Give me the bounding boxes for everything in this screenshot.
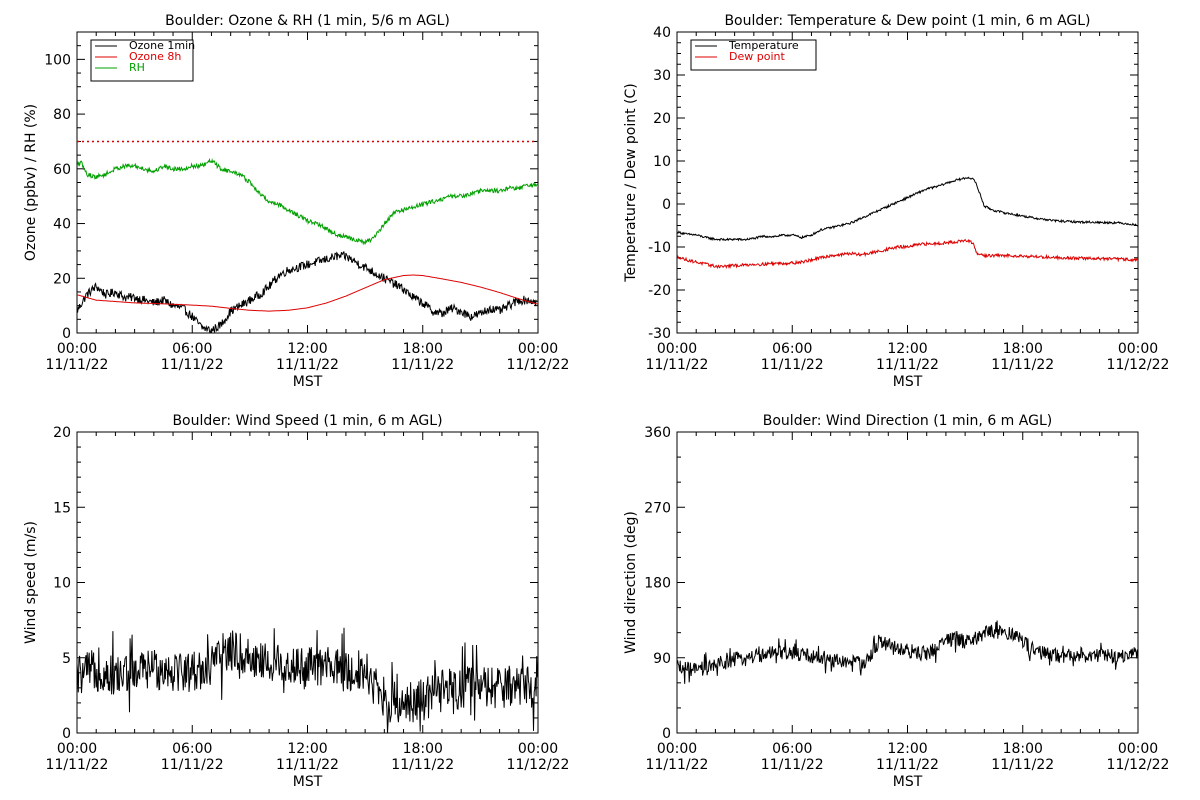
y-tick-label: -20 — [648, 283, 671, 299]
y-tick-label: 100 — [44, 52, 71, 68]
x-tick-time: 12:00 — [887, 341, 927, 357]
temperature-dewpoint-panel: Boulder: Temperature & Dew point (1 min,… — [623, 13, 1169, 390]
y-tick-label: 0 — [62, 326, 71, 342]
wind-direction-panel: Boulder: Wind Direction (1 min, 6 m AGL)… — [623, 413, 1169, 790]
y-tick-label: 40 — [53, 217, 71, 233]
chart-title: Boulder: Wind Speed (1 min, 6 m AGL) — [172, 413, 442, 429]
x-tick-date: 11/11/22 — [991, 757, 1054, 773]
wind-speed-panel: Boulder: Wind Speed (1 min, 6 m AGL) 00:0… — [23, 413, 569, 790]
x-tick-time: 12:00 — [287, 741, 327, 757]
plot-frame — [76, 431, 539, 734]
x-tick-date: 11/12/22 — [1107, 757, 1170, 773]
legend-label: Temperature — [728, 39, 799, 52]
x-tick-time: 18:00 — [403, 741, 443, 757]
y-tick-label: 10 — [53, 576, 71, 592]
x-tick-time: 00:00 — [657, 741, 697, 757]
series-line-boulder-wind-direction-1-min-6-m-agl — [677, 620, 1138, 684]
chart-title: Boulder: Ozone & RH (1 min, 5/6 m AGL) — [165, 13, 450, 29]
plot-frame — [676, 431, 1139, 734]
y-tick-label: 20 — [653, 111, 671, 127]
x-tick-time: 00:00 — [1118, 341, 1158, 357]
y-tick-label: 40 — [653, 25, 671, 41]
x-tick-time: 18:00 — [403, 341, 443, 357]
legend-label: Ozone 8h — [129, 50, 181, 63]
plot-frame — [676, 31, 1139, 334]
series-line-ozone-8h — [77, 274, 538, 312]
legend-box — [690, 39, 817, 71]
x-tick-time: 18:00 — [1003, 741, 1043, 757]
y-tick-label: 5 — [62, 651, 71, 667]
y-tick-label: 0 — [662, 197, 671, 213]
x-tick-date: 11/11/22 — [876, 357, 939, 373]
y-axis-label: Ozone (ppbv) / RH (%) — [23, 104, 39, 261]
x-tick-time: 00:00 — [518, 341, 558, 357]
legend-label: Dew point — [729, 50, 785, 63]
x-axis-label: MST — [893, 774, 923, 790]
x-axis-label: MST — [893, 374, 923, 390]
series-line-boulder-wind-speed-1-min-6-m-agl — [77, 627, 538, 733]
x-tick-time: 12:00 — [887, 741, 927, 757]
x-tick-date: 11/11/22 — [161, 757, 224, 773]
y-tick-label: -30 — [648, 326, 671, 342]
y-tick-label: 60 — [53, 162, 71, 178]
y-tick-label: -10 — [648, 240, 671, 256]
y-tick-label: 270 — [644, 500, 671, 516]
x-tick-date: 11/12/22 — [507, 757, 570, 773]
x-tick-date: 11/11/22 — [646, 757, 709, 773]
y-tick-label: 90 — [653, 651, 671, 667]
x-tick-date: 11/11/22 — [991, 357, 1054, 373]
x-tick-time: 06:00 — [772, 341, 812, 357]
chart-title: Boulder: Temperature & Dew point (1 min,… — [724, 13, 1090, 29]
x-tick-date: 11/12/22 — [1107, 357, 1170, 373]
x-tick-time: 00:00 — [657, 341, 697, 357]
y-tick-label: 0 — [62, 726, 71, 742]
x-tick-time: 06:00 — [772, 741, 812, 757]
x-tick-time: 00:00 — [57, 741, 97, 757]
x-tick-time: 00:00 — [1118, 741, 1158, 757]
y-tick-label: 180 — [644, 576, 671, 592]
y-axis-label: Wind direction (deg) — [623, 511, 639, 654]
x-axis-label: MST — [293, 774, 323, 790]
y-tick-label: 10 — [653, 154, 671, 170]
x-tick-time: 12:00 — [287, 341, 327, 357]
y-axis-label: Wind speed (m/s) — [23, 521, 39, 644]
legend-box — [90, 39, 194, 82]
x-tick-date: 11/11/22 — [46, 357, 109, 373]
x-axis-label: MST — [293, 374, 323, 390]
x-tick-time: 18:00 — [1003, 341, 1043, 357]
x-tick-date: 11/12/22 — [507, 357, 570, 373]
y-tick-label: 20 — [53, 425, 71, 441]
ozone-rh-panel: Boulder: Ozone & RH (1 min, 5/6 m AGL)00… — [23, 13, 569, 390]
legend-label: RH — [129, 61, 145, 74]
series-line-rh — [77, 157, 538, 246]
y-tick-label: 0 — [662, 726, 671, 742]
series-line-dew-point — [677, 238, 1138, 270]
x-tick-date: 11/11/22 — [276, 757, 339, 773]
x-tick-date: 11/11/22 — [46, 757, 109, 773]
legend-label: Ozone 1min — [129, 39, 195, 52]
x-tick-date: 11/11/22 — [761, 757, 824, 773]
y-tick-label: 20 — [53, 271, 71, 287]
y-tick-label: 15 — [53, 500, 71, 516]
x-tick-date: 11/11/22 — [161, 357, 224, 373]
x-tick-date: 11/11/22 — [391, 757, 454, 773]
x-tick-time: 06:00 — [172, 341, 212, 357]
y-tick-label: 360 — [644, 425, 671, 441]
x-tick-date: 11/11/22 — [646, 357, 709, 373]
x-tick-date: 11/11/22 — [391, 357, 454, 373]
x-tick-time: 00:00 — [518, 741, 558, 757]
y-axis-label: Temperature / Dew point (C) — [623, 83, 639, 282]
y-tick-label: 80 — [53, 107, 71, 123]
x-tick-date: 11/11/22 — [876, 757, 939, 773]
chart-title: Boulder: Wind Direction (1 min, 6 m AGL) — [763, 413, 1052, 429]
y-tick-label: 30 — [653, 68, 671, 84]
x-tick-time: 06:00 — [172, 741, 212, 757]
series-line-ozone-1min — [77, 251, 538, 333]
series-line-temperature — [677, 176, 1138, 242]
x-tick-date: 11/11/22 — [761, 357, 824, 373]
x-tick-date: 11/11/22 — [276, 357, 339, 373]
x-tick-time: 00:00 — [57, 341, 97, 357]
